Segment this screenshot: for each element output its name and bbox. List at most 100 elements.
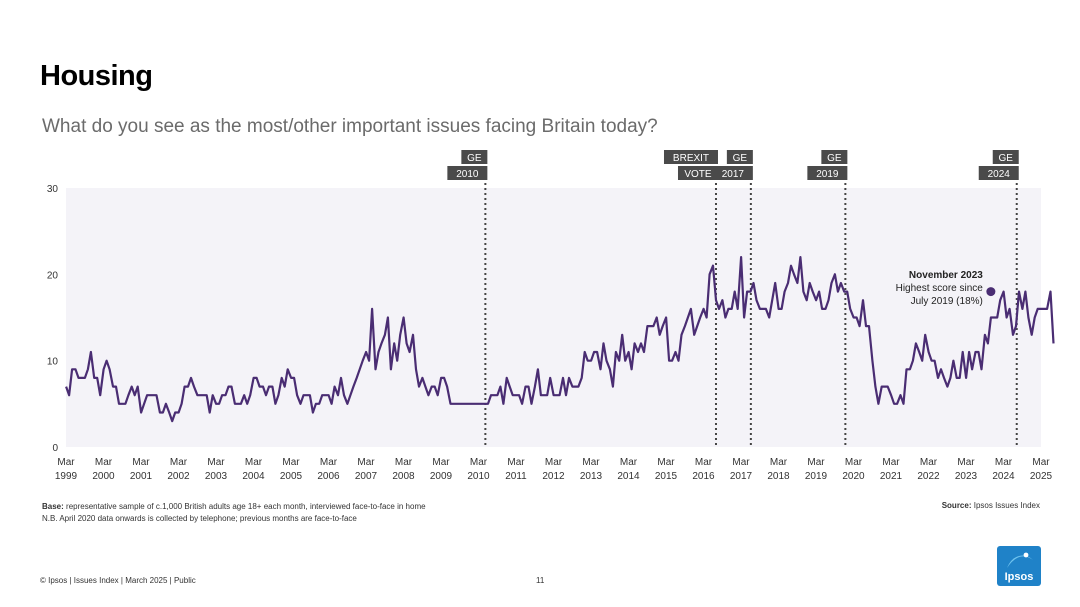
event-box	[447, 166, 488, 180]
x-tick-month: Mar	[995, 457, 1013, 468]
y-tick-label: 0	[52, 443, 58, 454]
base-text: representative sample of c.1,000 British…	[66, 502, 426, 511]
x-tick-month: Mar	[95, 457, 113, 468]
x-tick-month: Mar	[207, 457, 225, 468]
x-tick-month: Mar	[620, 457, 638, 468]
x-tick-month: Mar	[507, 457, 525, 468]
ipsos-logo: Ipsos	[997, 546, 1041, 586]
method-note: N.B. April 2020 data onwards is collecte…	[42, 514, 357, 523]
x-tick-year: 2020	[842, 471, 865, 482]
x-tick-year: 2024	[992, 471, 1015, 482]
event-markers: GE 2010 BREXIT VOTE GE 2017 GE 2019 GE 2024	[447, 150, 1019, 447]
x-tick-month: Mar	[320, 457, 338, 468]
event-box	[663, 150, 718, 164]
base-label: Base:	[42, 502, 64, 511]
x-tick-year: 2012	[542, 471, 565, 482]
x-tick-month: Mar	[170, 457, 188, 468]
page-title: Housing	[40, 60, 153, 92]
event-label: 2019	[816, 169, 839, 180]
event-box	[726, 150, 753, 164]
y-tick-label: 20	[47, 270, 59, 281]
event-label: GE	[999, 153, 1014, 164]
event-label: 2024	[988, 169, 1011, 180]
x-tick-month: Mar	[770, 457, 788, 468]
x-tick-month: Mar	[357, 457, 375, 468]
x-tick-month: Mar	[57, 457, 75, 468]
y-tick-label: 10	[47, 357, 59, 368]
x-tick-month: Mar	[395, 457, 413, 468]
x-tick-year: 2003	[205, 471, 228, 482]
y-axis: 0 10 20 30	[47, 184, 59, 454]
event-label: 2017	[722, 169, 745, 180]
x-tick-year: 1999	[55, 471, 78, 482]
event-label: VOTE	[684, 169, 712, 180]
x-tick-month: Mar	[470, 457, 488, 468]
x-tick-year: 2017	[730, 471, 753, 482]
x-tick-month: Mar	[807, 457, 825, 468]
x-tick-month: Mar	[882, 457, 900, 468]
annotation-marker	[986, 287, 996, 297]
x-tick-year: 2013	[580, 471, 603, 482]
annotation: November 2023 Highest score since July 201…	[896, 270, 996, 307]
x-tick-year: 2023	[955, 471, 978, 482]
source-text: Ipsos Issues Index	[973, 501, 1040, 510]
x-tick-month: Mar	[432, 457, 450, 468]
x-tick-month: Mar	[545, 457, 563, 468]
event-label: BREXIT	[673, 153, 709, 164]
y-tick-label: 30	[47, 184, 59, 195]
footer-text: © Ipsos | Issues Index | March 2025 | Pu…	[40, 576, 196, 585]
event-box	[677, 166, 718, 180]
plot-area	[66, 188, 1041, 447]
x-tick-year: 2009	[430, 471, 453, 482]
x-tick-year: 2018	[767, 471, 790, 482]
x-tick-month: Mar	[845, 457, 863, 468]
x-tick-year: 2022	[917, 471, 940, 482]
page-number: 11	[536, 576, 545, 585]
event-label: GE	[467, 153, 482, 164]
x-tick-month: Mar	[245, 457, 263, 468]
x-tick-month: Mar	[957, 457, 975, 468]
logo-text: Ipsos	[1005, 571, 1034, 583]
x-axis: Mar 1999 Mar 2000 Mar 2001 Mar 2002 Mar 2003 Mar 20…	[55, 457, 1053, 482]
event-label: 2010	[456, 169, 479, 180]
event-box	[807, 166, 848, 180]
x-tick-year: 2002	[167, 471, 190, 482]
x-tick-year: 2008	[392, 471, 415, 482]
source-label: Source:	[941, 501, 972, 510]
base-note: Base: representative sample of c.1,000 B…	[42, 501, 426, 525]
x-tick-year: 2015	[655, 471, 678, 482]
x-tick-month: Mar	[582, 457, 600, 468]
x-tick-month: Mar	[657, 457, 675, 468]
event-box	[821, 150, 848, 164]
x-tick-year: 2021	[880, 471, 903, 482]
x-tick-month: Mar	[282, 457, 300, 468]
x-tick-month: Mar	[920, 457, 938, 468]
x-tick-year: 2001	[130, 471, 153, 482]
page-subtitle: What do you see as the most/other import…	[42, 116, 658, 137]
x-tick-year: 2019	[805, 471, 828, 482]
x-tick-year: 2007	[355, 471, 378, 482]
x-tick-year: 2004	[242, 471, 265, 482]
annotation-line2: July 2019 (18%)	[911, 296, 983, 307]
annotation-heading: November 2023	[909, 270, 983, 281]
series-line-housing	[65, 256, 1055, 423]
x-tick-month: Mar	[132, 457, 150, 468]
x-tick-year: 2014	[617, 471, 640, 482]
event-box	[978, 166, 1019, 180]
event-label: GE	[827, 153, 842, 164]
annotation-line1: Highest score since	[896, 283, 984, 294]
source-note: Source: Ipsos Issues Index	[942, 501, 1040, 510]
event-box	[992, 150, 1019, 164]
event-box	[461, 150, 488, 164]
x-tick-month: Mar	[732, 457, 750, 468]
x-tick-year: 2011	[505, 471, 527, 482]
x-tick-year: 2016	[692, 471, 715, 482]
x-tick-year: 2010	[467, 471, 490, 482]
x-tick-month: Mar	[1032, 457, 1050, 468]
x-tick-month: Mar	[695, 457, 713, 468]
x-tick-year: 2006	[317, 471, 340, 482]
x-tick-year: 2005	[280, 471, 303, 482]
event-label: GE	[733, 153, 748, 164]
x-tick-year: 2000	[92, 471, 115, 482]
